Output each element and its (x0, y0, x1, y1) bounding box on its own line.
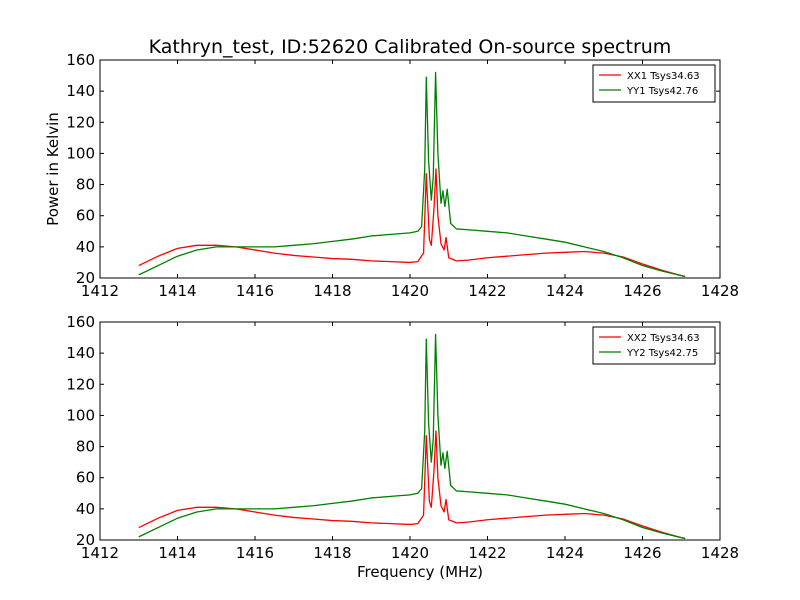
y-tick-label: 40 (76, 238, 95, 256)
series-line-2 (138, 71, 686, 278)
x-tick-label: 1416 (236, 544, 274, 562)
legend-label: XX2 Tsys34.63 (627, 333, 700, 344)
figure-title: Kathryn_test, ID:52620 Calibrated On-sou… (149, 36, 672, 58)
series-line-2 (138, 333, 686, 540)
x-tick-label: 1418 (313, 544, 351, 562)
y-tick-label: 140 (66, 344, 95, 362)
x-tick-label: 1414 (158, 544, 196, 562)
legend: XX2 Tsys34.63 YY2 Tsys42.75 (592, 326, 716, 365)
y-tick-label: 60 (76, 207, 95, 225)
series-line-1 (138, 168, 686, 278)
y-tick-label: 160 (66, 51, 95, 69)
x-tick-label: 1416 (236, 282, 274, 300)
y-tick-label: 40 (76, 500, 95, 518)
x-tick-label: 1424 (546, 282, 584, 300)
legend-label: YY2 Tsys42.75 (626, 348, 698, 359)
legend-label: XX1 Tsys34.63 (627, 71, 700, 82)
x-tick-label: 1424 (546, 544, 584, 562)
x-axis-label: Frequency (MHz) (357, 563, 483, 581)
chart-panel-1: 1412 1414 1416 1418 1420 1422 1424 1426 1428 20 40… (44, 51, 739, 300)
x-tick-label: 1422 (468, 282, 506, 300)
panels-container: 1412 1414 1416 1418 1420 1422 1424 1426 1428 20 40… (44, 51, 739, 581)
legend-box (592, 64, 716, 103)
y-tick-label: 120 (66, 113, 95, 131)
x-tick-label: 1420 (391, 282, 429, 300)
x-tick-label: 1426 (623, 282, 661, 300)
y-tick-label: 80 (76, 438, 95, 456)
x-tick-label: 1428 (701, 544, 739, 562)
legend: XX1 Tsys34.63 YY1 Tsys42.76 (592, 64, 716, 103)
y-tick-label: 60 (76, 469, 95, 487)
y-tick-label: 20 (76, 531, 95, 549)
y-axis-label: Power in Kelvin (44, 112, 62, 226)
series-line-1 (138, 430, 686, 540)
x-tick-label: 1428 (701, 282, 739, 300)
y-tick-label: 100 (66, 144, 95, 162)
legend-label: YY1 Tsys42.76 (626, 86, 698, 97)
y-tick-label: 80 (76, 176, 95, 194)
y-tick-label: 120 (66, 375, 95, 393)
chart-panel-2: 1412 1414 1416 1418 1420 1422 1424 1426 1428 20 40… (66, 313, 739, 581)
x-tick-label: 1418 (313, 282, 351, 300)
y-tick-label: 140 (66, 82, 95, 100)
x-tick-label: 1412 (81, 282, 119, 300)
x-tick-label: 1414 (158, 282, 196, 300)
y-tick-label: 100 (66, 406, 95, 424)
x-tick-label: 1426 (623, 544, 661, 562)
x-tick-label: 1412 (81, 544, 119, 562)
x-tick-label: 1420 (391, 544, 429, 562)
x-tick-label: 1422 (468, 544, 506, 562)
y-tick-label: 160 (66, 313, 95, 331)
y-tick-label: 20 (76, 269, 95, 287)
legend-box (592, 326, 716, 365)
